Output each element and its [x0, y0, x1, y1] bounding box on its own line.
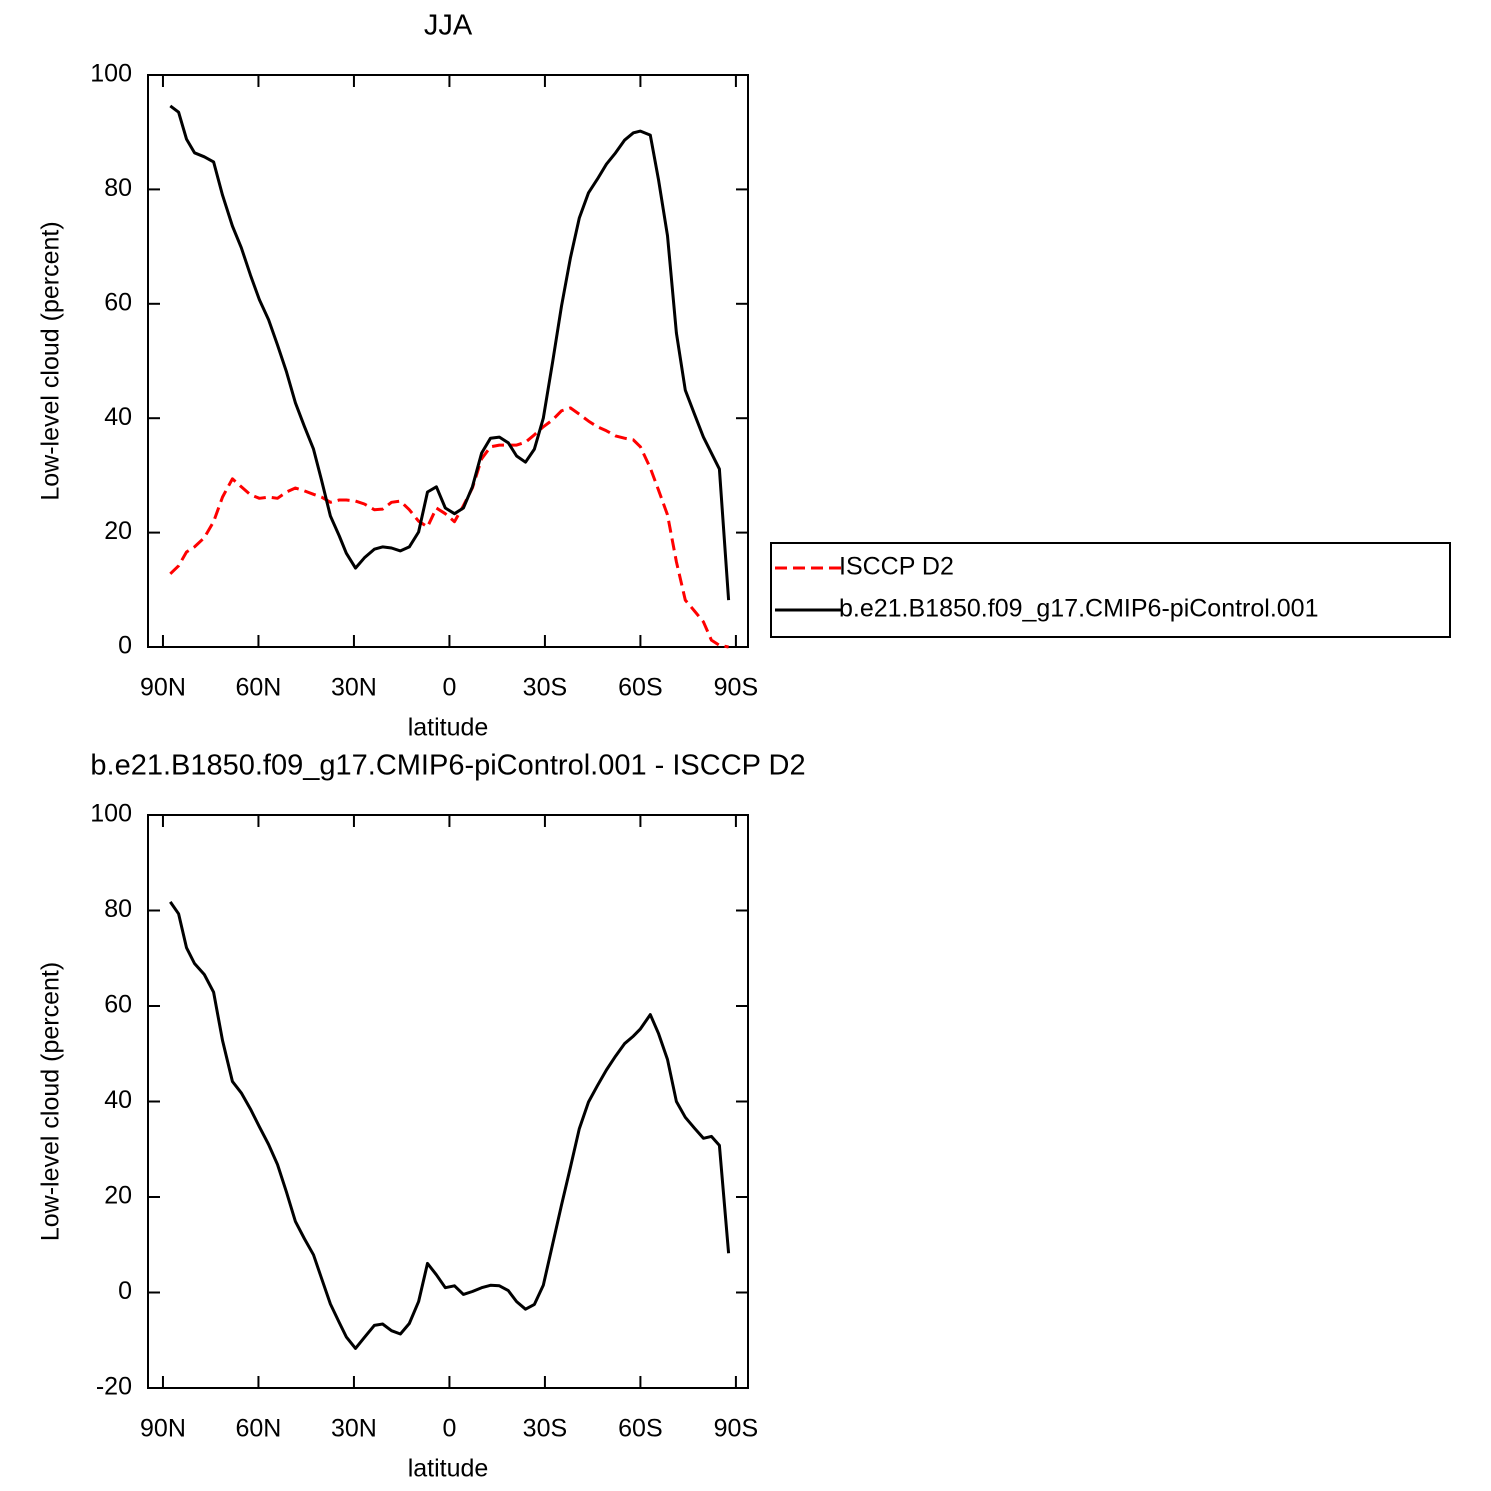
x-tick-label: 60S: [618, 674, 662, 702]
y-tick-label: 40: [104, 403, 132, 431]
y-axis-label: Low-level cloud (percent): [37, 962, 65, 1241]
plot-frame: [147, 74, 749, 648]
y-tick-label: 0: [118, 1277, 132, 1305]
y-tick-label: 40: [104, 1086, 132, 1114]
panel: JJA latitude Low-level cloud (percent) 90N 6…: [37, 10, 1451, 742]
x-tick-label: 60N: [236, 674, 282, 702]
y-tick-label: 60: [104, 991, 132, 1019]
data-line: [169, 406, 729, 649]
y-tick-label: -20: [96, 1373, 132, 1401]
legend-label: ISCCP D2: [839, 553, 954, 581]
y-tick-label: 60: [104, 288, 132, 316]
y-tick-label: 80: [104, 895, 132, 923]
y-tick-label: 20: [104, 517, 132, 545]
legend-label: b.e21.B1850.f09_g17.CMIP6-piControl.001: [839, 595, 1319, 623]
x-tick-label: 0: [442, 1415, 456, 1443]
x-tick-label: 90S: [714, 1415, 758, 1443]
y-tick-label: 80: [104, 174, 132, 202]
x-tick-label: 60S: [618, 1415, 662, 1443]
panel: b.e21.B1850.f09_g17.CMIP6-piControl.001 …: [37, 750, 806, 1483]
x-tick-label: 0: [442, 674, 456, 702]
y-tick-label: 20: [104, 1182, 132, 1210]
x-axis-label: latitude: [408, 714, 489, 742]
y-tick-label: 100: [90, 800, 132, 828]
data-line: [169, 104, 731, 601]
x-axis-label: latitude: [408, 1455, 489, 1483]
y-tick-label: 0: [118, 632, 132, 660]
x-tick-label: 90N: [140, 1415, 186, 1443]
y-tick-label: 100: [90, 60, 132, 88]
chart-title: JJA: [424, 10, 473, 42]
data-line: [169, 901, 731, 1350]
chart-title: b.e21.B1850.f09_g17.CMIP6-piControl.001 …: [90, 750, 805, 782]
x-tick-label: 30S: [523, 1415, 567, 1443]
plot-frame: [147, 814, 749, 1389]
legend-box: [770, 542, 1451, 638]
y-axis-label: Low-level cloud (percent): [37, 221, 65, 500]
x-tick-label: 30S: [523, 674, 567, 702]
x-tick-label: 30N: [331, 674, 377, 702]
x-tick-label: 90N: [140, 674, 186, 702]
x-tick-label: 90S: [714, 674, 758, 702]
x-tick-label: 30N: [331, 1415, 377, 1443]
legend: ISCCP D2 b.e21.B1850.f09_g17.CMIP6-piCont…: [770, 542, 1451, 638]
x-tick-label: 60N: [236, 1415, 282, 1443]
